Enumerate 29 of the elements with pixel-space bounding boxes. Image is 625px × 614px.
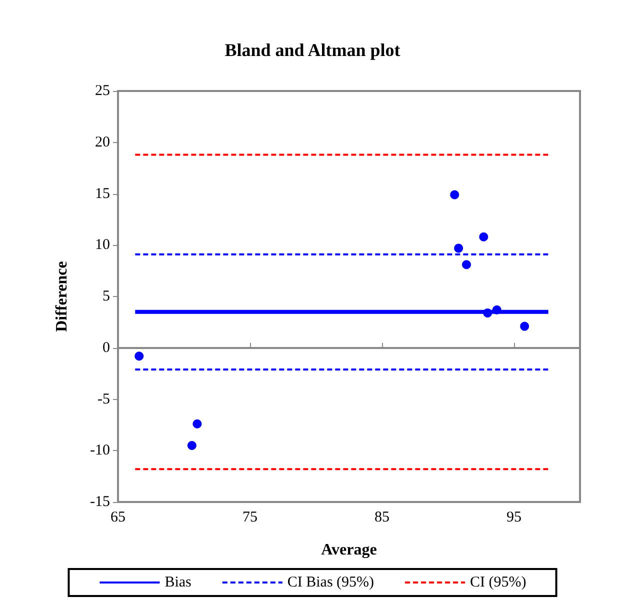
point xyxy=(187,440,196,450)
y-tick-label: -15 xyxy=(90,494,110,510)
x-tick-label: 75 xyxy=(242,510,258,526)
x-tick-label: 85 xyxy=(374,510,390,526)
y-tick-label: 20 xyxy=(95,134,110,150)
chart-title: Bland and Altman plot xyxy=(224,40,400,60)
y-axis-title: Difference xyxy=(54,261,70,332)
x-tick-label: 95 xyxy=(506,510,522,526)
point xyxy=(134,352,144,361)
point xyxy=(462,260,471,270)
point xyxy=(454,244,464,253)
point xyxy=(520,322,530,331)
point xyxy=(483,308,492,318)
point xyxy=(492,305,502,314)
legend-label: Bias xyxy=(164,574,192,590)
y-tick-label: 5 xyxy=(102,288,110,304)
x-axis-title: Average xyxy=(321,542,377,558)
legend-label: CI Bias (95%) xyxy=(287,574,374,590)
y-tick-label: -10 xyxy=(90,442,110,459)
y-tick-label: 25 xyxy=(95,83,110,99)
point xyxy=(450,190,460,200)
point xyxy=(479,232,488,242)
legend-label: CI (95%) xyxy=(470,574,526,590)
x-tick-label: 65 xyxy=(110,510,126,526)
y-tick-label: 15 xyxy=(95,186,110,202)
y-tick-label: 10 xyxy=(95,237,110,254)
y-tick-label: -5 xyxy=(98,391,110,408)
point xyxy=(192,419,202,428)
y-tick-label: 0 xyxy=(102,340,110,356)
